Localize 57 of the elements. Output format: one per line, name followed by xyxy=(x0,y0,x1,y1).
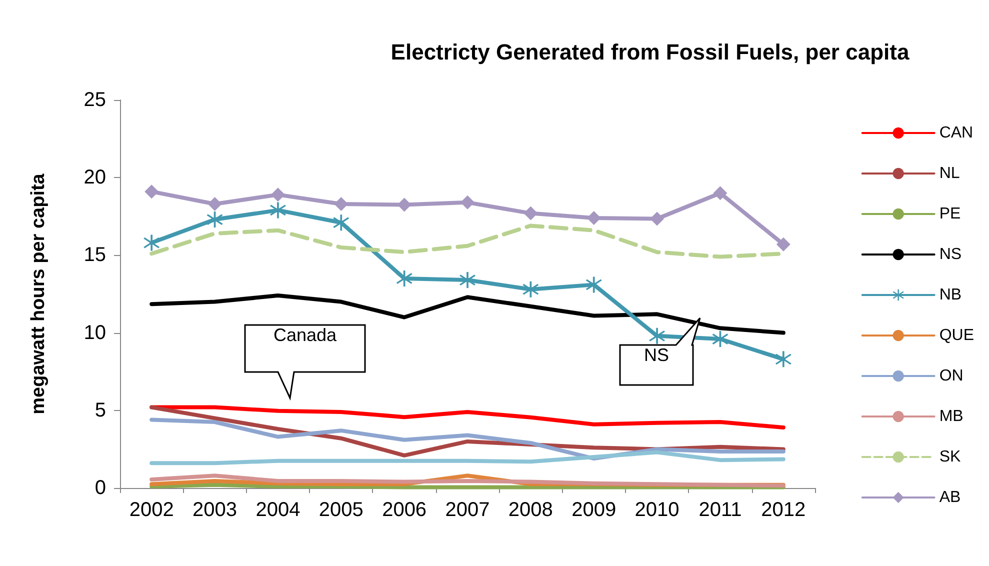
y-tick-label: 15 xyxy=(84,244,106,266)
point xyxy=(649,328,666,344)
point xyxy=(333,214,350,231)
point xyxy=(586,276,602,293)
annotation: Canada xyxy=(272,325,338,347)
point xyxy=(144,234,160,251)
x-tick-label: 2012 xyxy=(761,499,806,521)
x-tick-label: 2009 xyxy=(572,499,616,521)
x-tick-label: 2007 xyxy=(445,499,490,521)
point xyxy=(712,331,728,348)
x-tick-label: 2011 xyxy=(698,499,742,521)
legend-label: NB xyxy=(939,286,962,304)
point xyxy=(206,212,223,228)
point xyxy=(270,202,286,218)
legend-label: NS xyxy=(939,246,962,263)
y-tick-label: 0 xyxy=(94,477,106,499)
x-tick-label: 2003 xyxy=(192,499,238,521)
line-series xyxy=(150,418,786,461)
point xyxy=(776,237,790,252)
line-series xyxy=(150,450,786,466)
point xyxy=(522,281,539,298)
legend-label: ON xyxy=(939,368,964,384)
point xyxy=(396,270,412,286)
legend-label: QUE xyxy=(939,327,974,344)
point xyxy=(460,195,474,210)
point xyxy=(524,206,538,220)
x-tick-label: 2006 xyxy=(382,499,427,521)
point xyxy=(144,184,159,199)
legend-label: MB xyxy=(939,408,964,425)
annotation: NS xyxy=(642,345,670,367)
y-tick-label: 10 xyxy=(84,322,106,344)
x-tick-label: 2005 xyxy=(318,499,364,521)
speech-bubble: Canada xyxy=(245,325,366,399)
point xyxy=(270,188,285,202)
legend-label: SK xyxy=(939,448,961,466)
y-tick-label: 25 xyxy=(84,89,106,111)
legend-label: NL xyxy=(939,165,960,182)
legend-label: AB xyxy=(939,489,961,506)
x-tick-label: 2008 xyxy=(508,499,553,521)
point xyxy=(650,212,664,226)
x-tick-label: 2004 xyxy=(256,499,300,521)
point xyxy=(208,196,222,211)
legend-label: PE xyxy=(939,206,961,222)
y-axis-title: megawatt hours per capita xyxy=(28,173,49,414)
point xyxy=(775,351,792,368)
y-tick-label: 20 xyxy=(84,166,106,189)
speech-bubble: NS xyxy=(620,318,701,386)
legend-label: CAN xyxy=(939,124,974,142)
y-tick-label: 5 xyxy=(94,399,106,422)
point xyxy=(460,272,476,288)
point xyxy=(713,186,728,200)
point xyxy=(397,198,412,212)
chart-title: Electricty Generated from Fossil Fuels, per capita xyxy=(390,40,910,64)
point xyxy=(586,210,601,225)
x-tick-label: 2010 xyxy=(634,499,680,521)
x-tick-label: 2002 xyxy=(129,499,174,521)
point xyxy=(334,196,348,211)
